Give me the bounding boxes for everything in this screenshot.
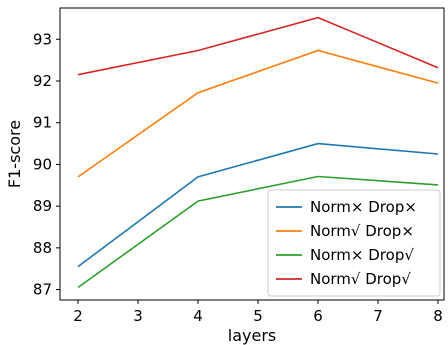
legend-box	[267, 189, 441, 297]
x-axis-title: layers	[228, 326, 276, 345]
x-axis: 2 3 4 5 6 7 8	[73, 300, 443, 325]
y-tick-label: 91	[33, 114, 52, 132]
x-tick-label: 7	[373, 307, 383, 325]
series-line-1	[77, 142, 439, 268]
x-tick-label: 5	[253, 307, 263, 325]
y-tick-label: 89	[33, 197, 52, 215]
x-tick-label: 6	[313, 307, 323, 325]
legend: Norm× Drop× Norm√ Drop× Norm× Drop√ Norm√ D…	[267, 189, 441, 297]
x-tick-label: 4	[193, 307, 203, 325]
y-axis-title: F1-score	[5, 120, 24, 188]
series-layer	[77, 16, 439, 289]
legend-label: Norm× Drop×	[310, 198, 417, 216]
y-tick-label: 88	[33, 239, 52, 257]
y-tick-label: 92	[33, 72, 52, 90]
series-line-3	[77, 175, 439, 289]
legend-label: Norm× Drop√	[310, 246, 414, 264]
y-tick-label: 90	[33, 155, 52, 173]
x-tick-label: 8	[433, 307, 443, 325]
y-axis: 87 88 89 90 91 92 93	[33, 30, 60, 299]
series-line-2	[77, 49, 439, 178]
series-line-4	[77, 16, 439, 76]
y-tick-label: 93	[33, 30, 52, 48]
x-tick-label: 2	[73, 307, 83, 325]
legend-label: Norm√ Drop√	[310, 270, 411, 288]
legend-label: Norm√ Drop×	[310, 222, 414, 240]
plot-frame	[59, 7, 445, 301]
x-tick-label: 3	[133, 307, 143, 325]
y-tick-label: 87	[33, 281, 52, 299]
